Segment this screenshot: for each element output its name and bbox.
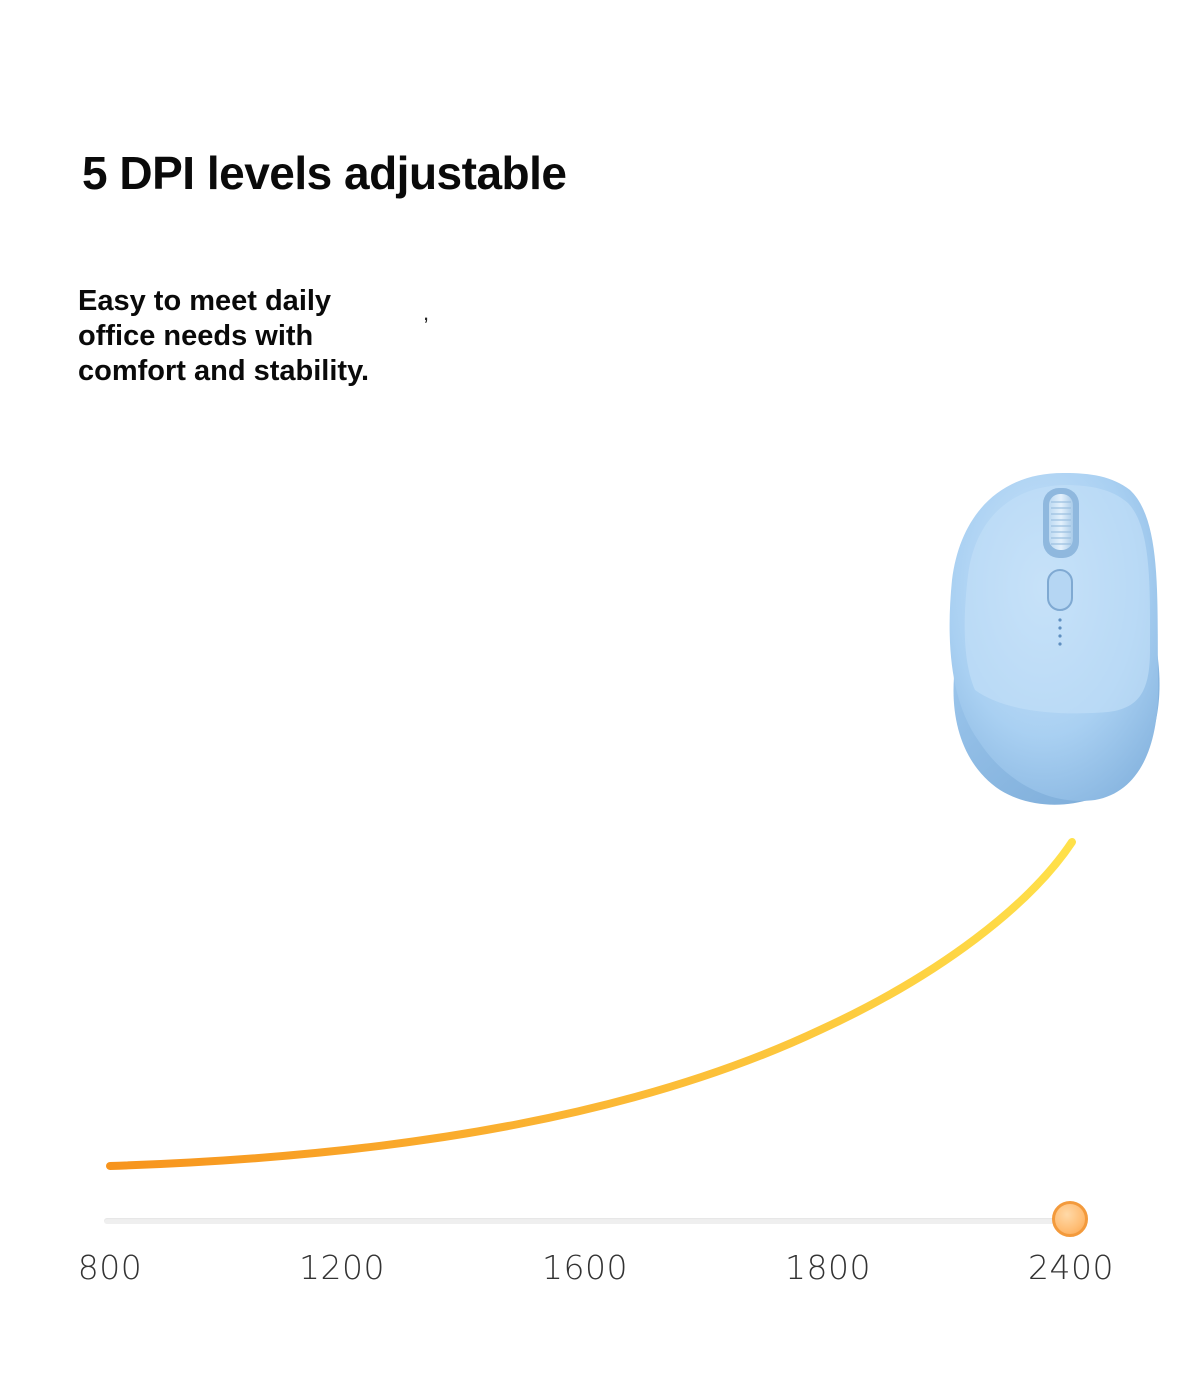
dpi-level-label-2400[interactable]: 2400 <box>1028 1248 1114 1287</box>
dpi-growth-curve <box>106 838 1076 1170</box>
description-line-1: Easy to meet daily <box>78 285 332 317</box>
mouse-image <box>949 472 1160 805</box>
dpi-level-label-1200[interactable]: 1200 <box>299 1248 385 1287</box>
description-line-3: comfort and stability. <box>78 355 370 387</box>
feature-description: Easy to meet daily office needs with com… <box>78 284 369 389</box>
dpi-button-icon <box>1047 569 1073 611</box>
description-line-2: office needs with <box>78 320 314 352</box>
page-title: 5 DPI levels adjustable <box>82 147 567 199</box>
stray-punctuation: , <box>423 300 430 325</box>
scroll-wheel-texture <box>1051 501 1071 545</box>
dpi-slider-track[interactable] <box>104 1218 1070 1224</box>
dpi-level-label-800[interactable]: 800 <box>77 1248 143 1287</box>
dpi-slider-knob[interactable] <box>1052 1201 1088 1237</box>
dpi-indicator-dots <box>1058 618 1062 646</box>
dpi-level-label-1600[interactable]: 1600 <box>542 1248 628 1287</box>
dpi-level-label-1800[interactable]: 1800 <box>785 1248 871 1287</box>
